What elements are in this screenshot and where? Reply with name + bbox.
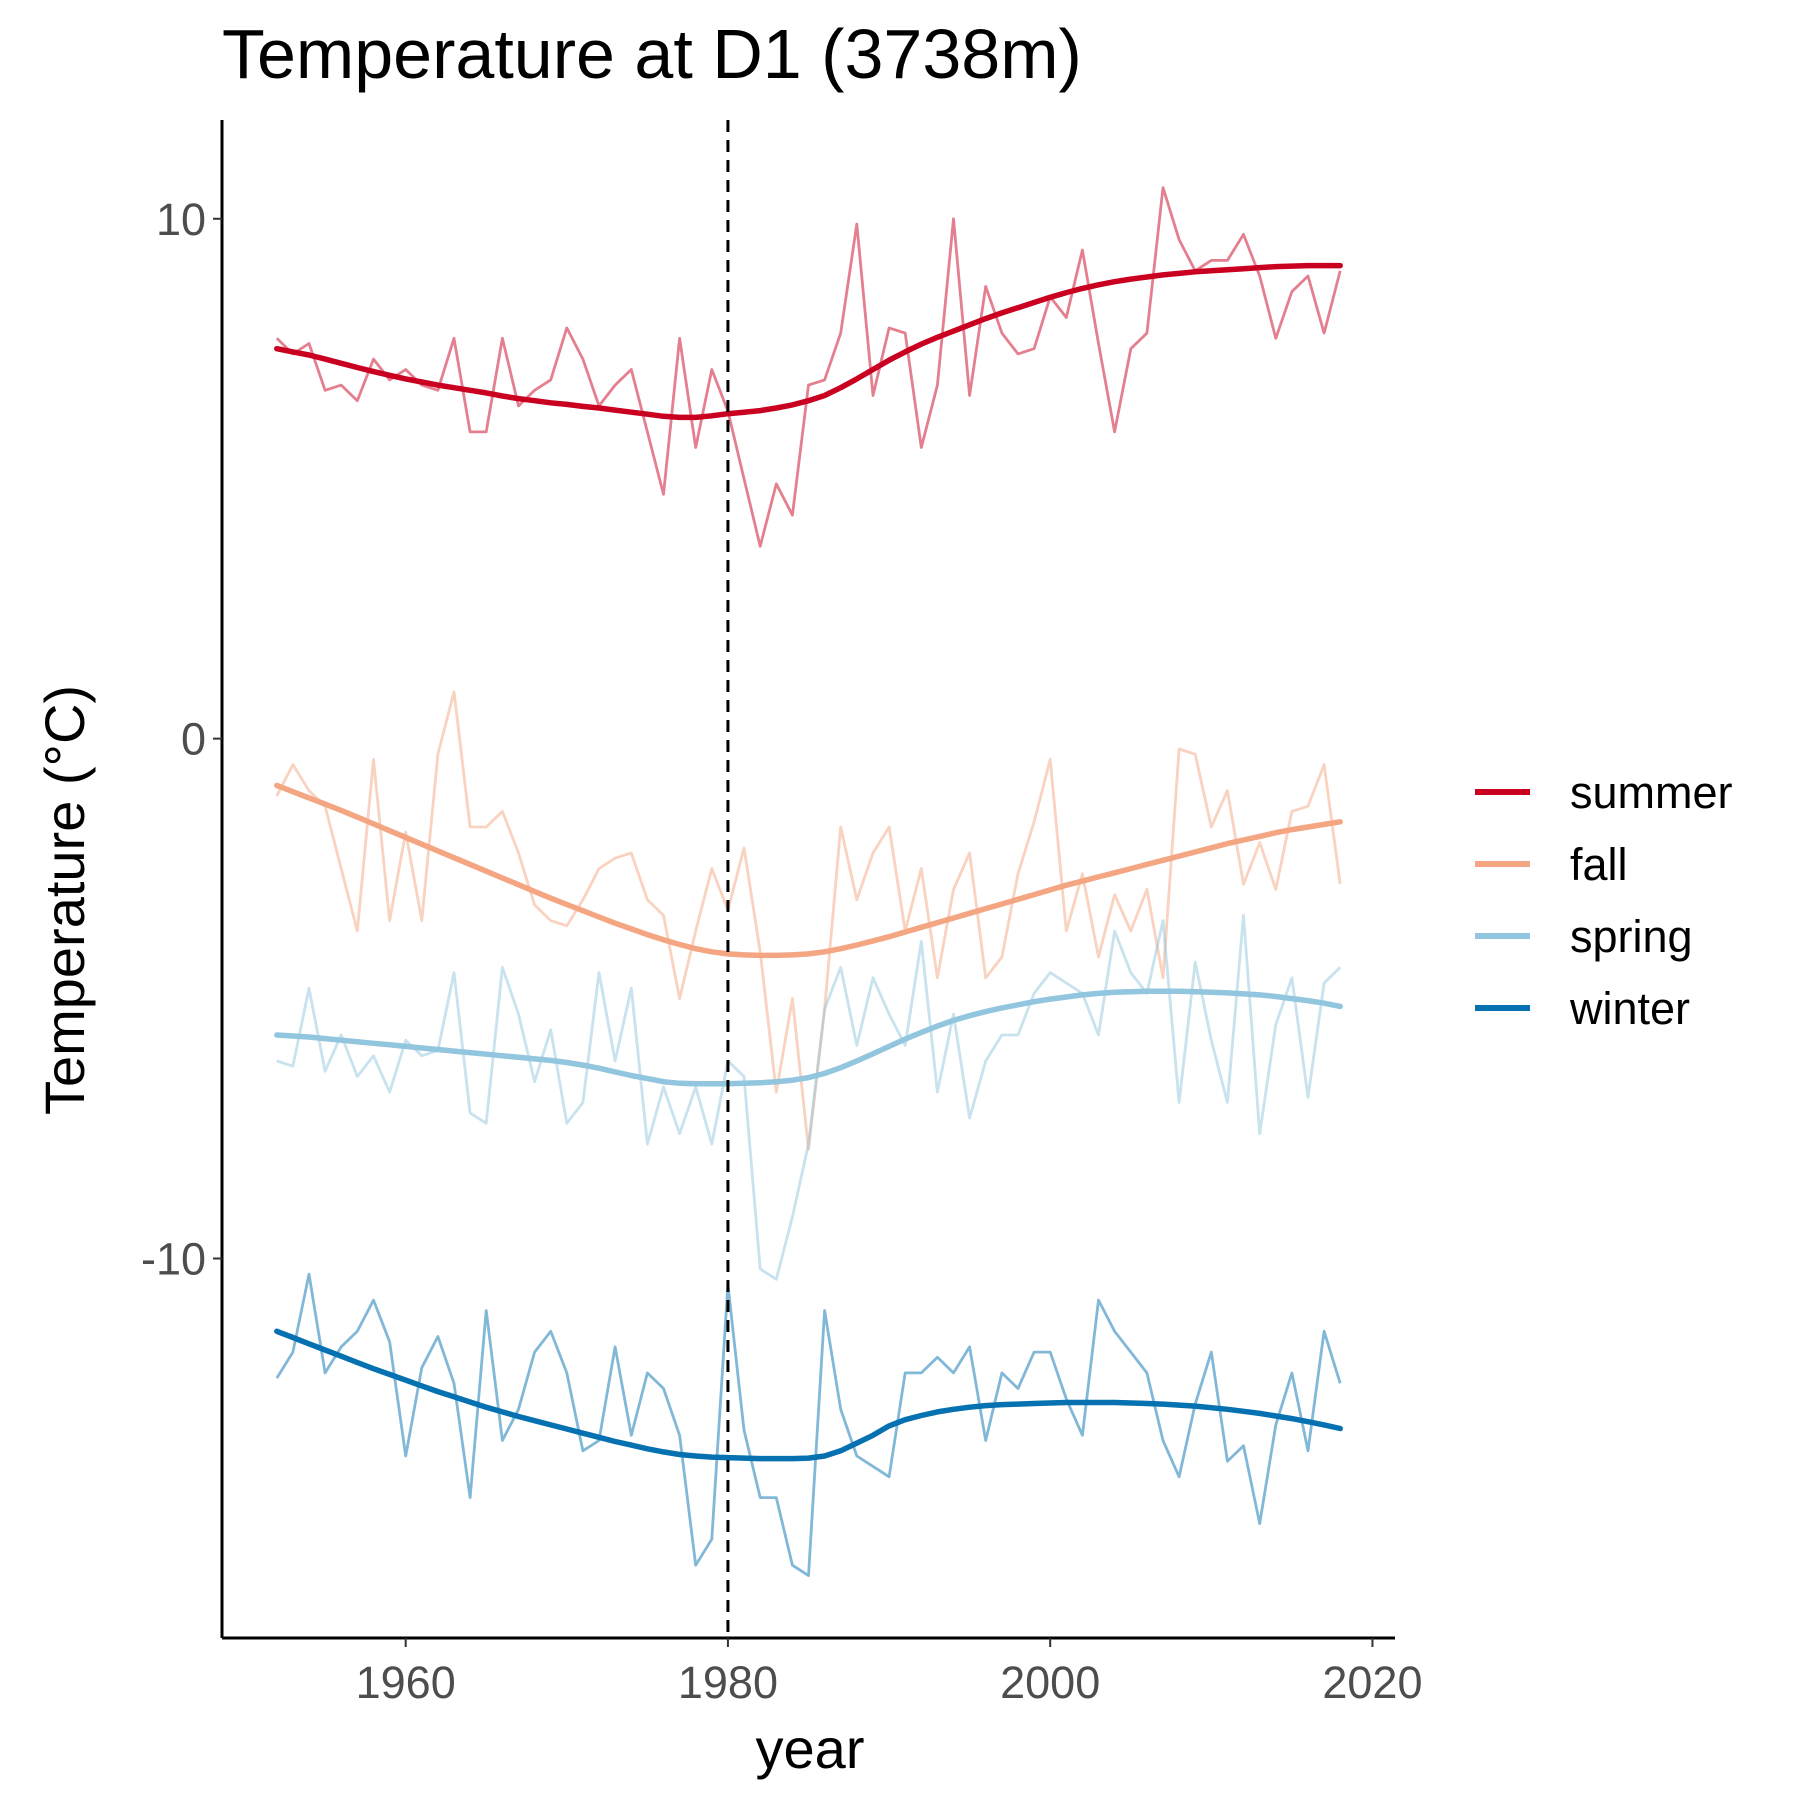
legend-label-summer: summer bbox=[1570, 767, 1733, 818]
trend-line-spring bbox=[274, 988, 1343, 1087]
trend-line-summer bbox=[274, 262, 1343, 421]
series-line-summer bbox=[275, 186, 1342, 548]
x-axis-ticks: 1960 1980 2000 2020 bbox=[356, 1638, 1422, 1708]
y-tick-label: 10 bbox=[156, 194, 206, 245]
x-tick-label: 1960 bbox=[356, 1657, 456, 1708]
trend-line-fall bbox=[274, 782, 1343, 959]
trend-line-winter bbox=[274, 1328, 1343, 1462]
legend-label-fall: fall bbox=[1570, 839, 1628, 890]
y-tick-label: 0 bbox=[181, 714, 206, 765]
legend: summer fall spring winter bbox=[1475, 767, 1733, 1034]
x-tick-label: 2020 bbox=[1322, 1657, 1422, 1708]
x-tick-label: 1980 bbox=[678, 1657, 778, 1708]
series-line-winter bbox=[275, 1272, 1342, 1577]
y-tick-label: -10 bbox=[141, 1234, 206, 1285]
chart-title: Temperature at D1 (3738m) bbox=[222, 15, 1082, 93]
x-tick-label: 2000 bbox=[1000, 1657, 1100, 1708]
series-line-spring bbox=[276, 914, 1342, 1281]
y-axis-title: Temperature (°C) bbox=[33, 685, 96, 1115]
legend-label-winter: winter bbox=[1569, 983, 1690, 1034]
legend-label-spring: spring bbox=[1570, 911, 1693, 962]
y-axis-ticks: -10 0 10 bbox=[141, 194, 222, 1285]
plot-area bbox=[274, 120, 1343, 1638]
x-axis-title: year bbox=[756, 1717, 865, 1780]
